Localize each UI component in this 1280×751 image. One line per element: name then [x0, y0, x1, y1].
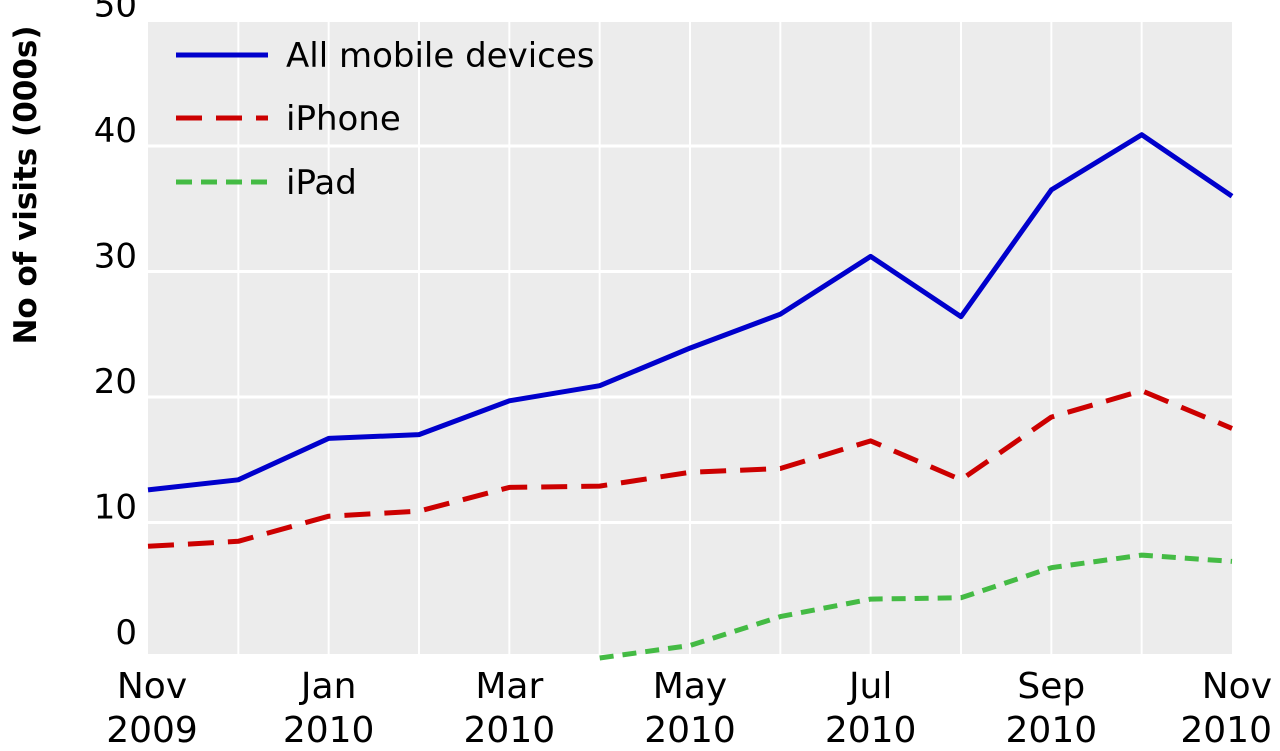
x-tick-label-year: 2010 — [283, 710, 375, 751]
x-tick-label-year: 2010 — [1180, 710, 1272, 751]
x-tick-label-month: May — [653, 666, 727, 707]
legend: All mobile devices iPhone iPad — [176, 36, 594, 203]
y-tick-label: 20 — [94, 362, 137, 402]
x-tick-label-month: Nov — [117, 666, 187, 707]
y-tick-label: 0 — [115, 613, 137, 653]
x-tick-label-month: Jul — [847, 666, 892, 707]
vertical-gridlines — [237, 22, 1143, 654]
x-tick-label-month: Mar — [475, 666, 543, 707]
series-line-ipad — [599, 552, 1233, 661]
y-tick-label: 30 — [94, 237, 137, 277]
x-tick-label-month: Nov — [1202, 666, 1272, 707]
series-line-iphone — [147, 388, 1233, 549]
y-tick-label: 40 — [94, 111, 137, 151]
y-axis-label: No of visits (000s) — [8, 25, 44, 344]
x-tick-label-year: 2010 — [464, 710, 556, 751]
series-layer — [147, 132, 1234, 661]
horizontal-gridlines — [148, 19, 1232, 524]
legend-label: All mobile devices — [286, 36, 594, 76]
legend-label: iPhone — [286, 99, 401, 139]
series-line-all-mobile-devices — [147, 132, 1234, 493]
x-tick-label-year: 2010 — [825, 710, 917, 751]
y-tick-label: 10 — [94, 488, 137, 528]
y-axis-tick-labels: 0 10 20 30 40 50 — [94, 0, 137, 653]
y-tick-label: 50 — [94, 0, 137, 26]
x-tick-label-month: Jan — [299, 666, 357, 707]
x-axis-tick-labels: Nov2009Jan2010Mar2010May2010Jul2010Sep20… — [106, 666, 1272, 751]
legend-label: iPad — [286, 163, 357, 203]
x-tick-label-year: 2010 — [1006, 710, 1098, 751]
x-tick-label-year: 2010 — [644, 710, 736, 751]
x-tick-label-year: 2009 — [106, 710, 198, 751]
x-tick-label-month: Sep — [1017, 666, 1085, 707]
